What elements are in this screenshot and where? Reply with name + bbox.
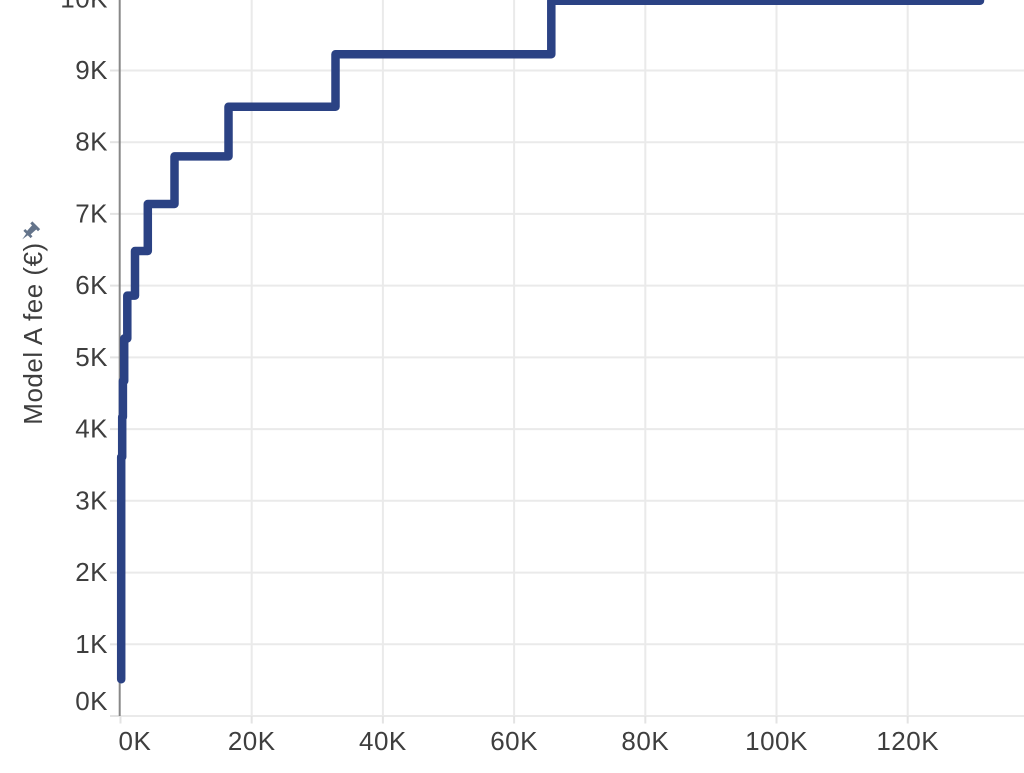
svg-text:2K: 2K: [75, 557, 108, 587]
svg-text:10K: 10K: [60, 0, 108, 14]
svg-text:Model A fee (€): Model A fee (€): [18, 242, 48, 424]
svg-text:5K: 5K: [75, 342, 108, 372]
svg-text:9K: 9K: [75, 55, 108, 85]
svg-text:3K: 3K: [75, 485, 108, 515]
svg-text:6K: 6K: [75, 270, 108, 300]
svg-text:80K: 80K: [621, 726, 669, 756]
svg-text:7K: 7K: [75, 198, 108, 228]
svg-text:0K: 0K: [75, 686, 108, 716]
svg-text:120K: 120K: [876, 726, 939, 756]
svg-text:0K: 0K: [119, 726, 152, 756]
svg-text:8K: 8K: [75, 127, 108, 157]
svg-text:100K: 100K: [745, 726, 808, 756]
svg-text:20K: 20K: [228, 726, 276, 756]
svg-text:60K: 60K: [490, 726, 538, 756]
svg-text:1K: 1K: [75, 629, 108, 659]
svg-text:4K: 4K: [75, 414, 108, 444]
svg-text:40K: 40K: [359, 726, 407, 756]
